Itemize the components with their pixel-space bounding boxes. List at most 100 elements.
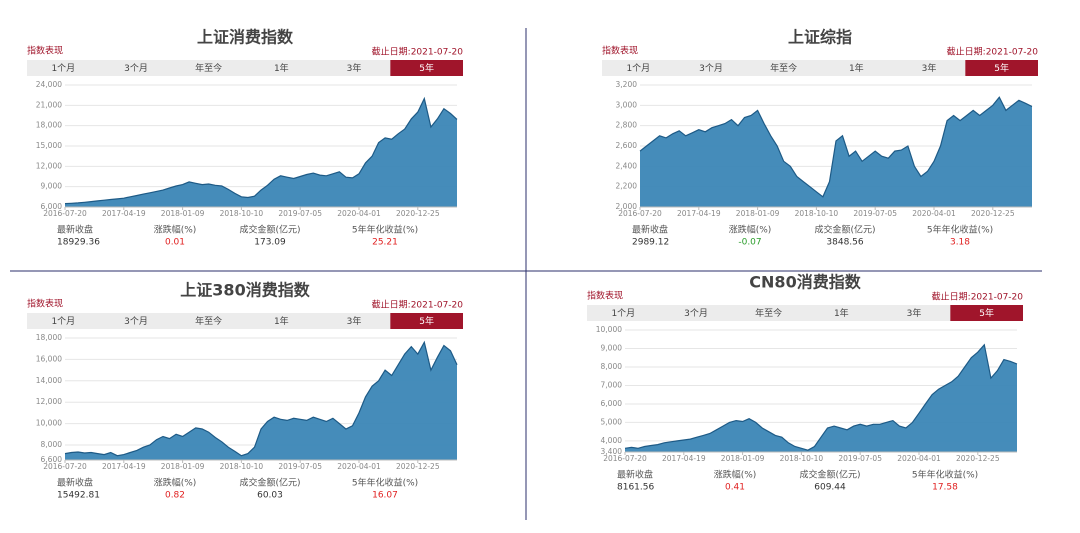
y-tick-label: 2,600	[616, 141, 638, 150]
x-tick-label: 2016-07-20	[618, 209, 662, 218]
tab[interactable]: 3个月	[699, 63, 723, 74]
tab[interactable]: 1年	[849, 62, 864, 74]
y-tick-label: 6,000	[41, 202, 63, 211]
x-tick-label: 2017-04-19	[102, 462, 146, 471]
tab[interactable]: 1个月	[51, 63, 75, 74]
tab[interactable]: 3年	[922, 62, 937, 74]
tab-label: 1年	[274, 62, 289, 74]
tab[interactable]: 3年	[907, 307, 922, 319]
tab-label: 5年	[419, 315, 434, 327]
date-label: 截止日期:2021-07-20	[372, 299, 464, 311]
area	[65, 98, 457, 207]
tab-bar	[27, 60, 463, 76]
stat-value: 17.58	[932, 483, 958, 493]
y-tick-label: 6,600	[41, 455, 63, 464]
tab-label: 年至今	[195, 62, 222, 74]
tab[interactable]: 5年	[950, 305, 1023, 321]
stat-label: 最新收盘	[632, 224, 668, 236]
x-tick-label: 2017-04-19	[662, 454, 706, 463]
y-tick-label: 3,400	[601, 447, 623, 456]
tab-active	[965, 60, 1038, 76]
tab-active	[950, 305, 1023, 321]
y-tick-label: 2,200	[616, 182, 638, 191]
section-label: 指数表现	[587, 290, 623, 302]
y-tick-label: 2,000	[616, 202, 638, 211]
x-tick-label: 2020-12-25	[971, 209, 1015, 218]
tab-label: 年至今	[755, 307, 782, 319]
stat-label: 涨跌幅(%)	[714, 469, 757, 481]
tab[interactable]: 1个月	[626, 63, 650, 74]
tab[interactable]: 1年	[274, 62, 289, 74]
stat-label: 成交金额(亿元)	[814, 224, 875, 236]
stat-value: 609.44	[814, 483, 846, 493]
y-tick-label: 2,800	[616, 121, 638, 130]
tab-label: 3年	[347, 315, 362, 327]
chart-title: 上证综指	[788, 28, 852, 47]
x-tick-label: 2018-10-10	[220, 209, 264, 218]
stat-value: 2989.12	[632, 238, 669, 248]
tab[interactable]: 3个月	[124, 316, 148, 327]
area-line	[639, 96, 1033, 198]
tab-label: 3个月	[124, 316, 148, 327]
tab[interactable]: 年至今	[755, 307, 782, 319]
tab-label: 1个月	[51, 63, 75, 74]
tab[interactable]: 1年	[834, 307, 849, 319]
chart-title: 上证380消费指数	[180, 281, 310, 300]
tab-label: 年至今	[770, 62, 797, 74]
tab[interactable]: 1个月	[51, 316, 75, 327]
tab[interactable]: 3个月	[684, 308, 708, 319]
tab-label: 1个月	[51, 316, 75, 327]
tab[interactable]: 年至今	[195, 315, 222, 327]
x-tick-label: 2017-04-19	[102, 209, 146, 218]
tab[interactable]: 5年	[965, 60, 1038, 76]
tab[interactable]: 年至今	[195, 62, 222, 74]
tab-label: 3年	[907, 307, 922, 319]
stat-value: 15492.81	[57, 491, 100, 501]
x-tick-label: 2018-10-10	[220, 462, 264, 471]
x-tick-label: 2016-07-20	[43, 209, 87, 218]
tab-label: 3年	[347, 62, 362, 74]
tab-active	[390, 313, 463, 329]
tab[interactable]: 5年	[390, 60, 463, 76]
y-tick-label: 24,000	[36, 80, 62, 89]
section-label: 指数表现	[27, 298, 63, 310]
area-line	[64, 96, 458, 205]
x-tick-label: 2020-04-01	[897, 454, 941, 463]
stat-label: 成交金额(亿元)	[239, 224, 300, 236]
y-tick-label: 10,000	[596, 325, 622, 334]
stat-value: 60.03	[257, 491, 283, 501]
stat-value: 3848.56	[826, 238, 863, 248]
stat-value: 25.21	[372, 238, 398, 248]
y-tick-label: 7,000	[601, 380, 623, 389]
tab-label: 年至今	[195, 315, 222, 327]
chart-title: CN80消费指数	[749, 273, 861, 292]
area-line	[624, 343, 1018, 451]
tab[interactable]: 3年	[347, 62, 362, 74]
tab[interactable]: 3个月	[124, 63, 148, 74]
x-tick-label: 2018-01-09	[161, 209, 205, 218]
area	[640, 97, 1032, 207]
tab[interactable]: 年至今	[770, 62, 797, 74]
y-tick-label: 9,000	[601, 343, 623, 352]
tab[interactable]: 1年	[274, 315, 289, 327]
x-tick-label: 2016-07-20	[43, 462, 87, 471]
stat-value: -0.07	[738, 238, 761, 248]
stat-label: 5年年化收益(%)	[927, 224, 993, 236]
tab[interactable]: 3年	[347, 315, 362, 327]
tab-label: 1年	[834, 307, 849, 319]
y-tick-label: 8,000	[601, 362, 623, 371]
tab[interactable]: 1个月	[611, 308, 635, 319]
area	[65, 342, 457, 460]
x-tick-label: 2018-01-09	[161, 462, 205, 471]
x-tick-label: 2019-07-05	[278, 209, 322, 218]
stat-label: 最新收盘	[617, 469, 653, 481]
stat-value: 173.09	[254, 238, 286, 248]
tab[interactable]: 5年	[390, 313, 463, 329]
stat-value: 0.41	[725, 483, 745, 493]
y-tick-label: 10,000	[36, 419, 62, 428]
y-tick-label: 12,000	[36, 397, 62, 406]
